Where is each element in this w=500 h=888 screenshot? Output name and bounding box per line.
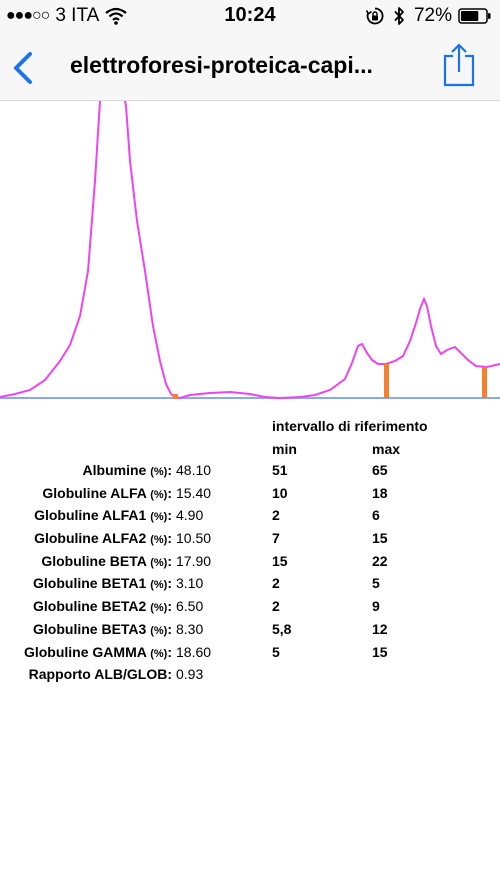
row-unit: (%)	[150, 602, 168, 615]
share-icon	[443, 43, 475, 87]
min-column-header: min	[272, 441, 297, 457]
table-row: Globuline BETA3 (%): 8.30 5,8 12	[0, 621, 500, 644]
row-max: 15	[372, 643, 388, 660]
chevron-left-icon	[14, 52, 32, 84]
reference-interval-header: intervallo di riferimento	[272, 418, 428, 434]
row-value: 8.30	[176, 620, 204, 637]
row-unit: (%)	[150, 556, 168, 569]
row-unit: (%)	[150, 466, 168, 478]
row-label-text: Globuline ALFA	[42, 484, 147, 501]
row-label-text: Globuline ALFA1	[34, 507, 147, 524]
row-unit: (%)	[150, 647, 168, 660]
back-button[interactable]	[8, 50, 38, 86]
status-time: 10:24	[224, 4, 276, 26]
row-value: 17.90	[176, 552, 212, 569]
row-unit: (%)	[150, 579, 168, 592]
row-label: Globuline GAMMA (%):	[23, 643, 172, 660]
share-button[interactable]	[441, 42, 477, 88]
row-min: 2	[272, 507, 280, 524]
row-label: Globuline BETA (%):	[41, 552, 172, 569]
navigation-bar: elettroforesi-proteica-capi...	[0, 34, 500, 101]
row-label-text: Globuline BETA2	[33, 598, 147, 615]
table-row: Globuline ALFA (%): 15.40 10 18	[0, 485, 500, 508]
fraction-marker	[173, 394, 178, 399]
row-max: 12	[372, 620, 388, 637]
row-max: 18	[372, 484, 388, 501]
row-label-text: Albumine	[82, 462, 147, 478]
signal-strength: ●●●○○	[6, 7, 50, 24]
row-min: 5,8	[272, 620, 292, 637]
electrophoresis-curve	[0, 95, 500, 400]
electrophoresis-chart	[0, 95, 500, 401]
row-label: Globuline ALFA (%):	[42, 484, 172, 501]
row-min: 10	[272, 484, 288, 501]
table-row: Globuline ALFA1 (%): 4.90 2 6	[0, 507, 500, 530]
table-row: Globuline BETA1 (%): 3.10 2 5	[0, 575, 500, 598]
row-label-text: Globuline BETA	[41, 552, 147, 569]
row-max: 15	[372, 530, 388, 547]
row-unit: (%)	[150, 511, 168, 524]
row-unit: (%)	[150, 488, 168, 501]
row-label: Rapporto ALB/GLOB:	[28, 666, 172, 683]
row-value: 0.93	[176, 666, 204, 683]
row-label-text: Globuline BETA3	[33, 620, 147, 637]
row-label: Globuline BETA1 (%):	[33, 575, 172, 592]
row-min: 7	[272, 530, 280, 547]
row-label-text: Globuline ALFA2	[34, 530, 147, 547]
row-value: 48.10	[176, 462, 212, 478]
row-min: 51	[272, 462, 288, 478]
status-left: ●●●○○ 3 ITA	[6, 5, 128, 27]
rotation-lock-icon	[365, 6, 385, 26]
status-right: 72%	[365, 5, 492, 27]
row-label: Globuline BETA3 (%):	[33, 620, 172, 637]
carrier-name: 3 ITA	[55, 5, 100, 26]
row-value: 3.10	[176, 575, 204, 592]
row-label: Globuline ALFA2 (%):	[34, 530, 172, 547]
row-min: 15	[272, 552, 288, 569]
table-row: Globuline BETA2 (%): 6.50 2 9	[0, 598, 500, 621]
row-max: 65	[372, 462, 388, 478]
row-value: 15.40	[176, 484, 212, 501]
row-label-text: Rapporto ALB/GLOB	[28, 666, 168, 683]
row-label: Globuline ALFA1 (%):	[34, 507, 172, 524]
row-value: 18.60	[176, 643, 212, 660]
row-min: 5	[272, 643, 280, 660]
table-row: Globuline GAMMA (%): 18.60 5 15	[0, 644, 500, 667]
row-min: 2	[272, 575, 280, 592]
fraction-marker	[384, 364, 389, 398]
results-rows: Albumine (%): 48.10 51 65 Globuline ALFA (%)…	[0, 462, 500, 689]
row-label: Albumine (%):	[82, 462, 172, 478]
table-row: Globuline BETA (%): 17.90 15 22	[0, 553, 500, 576]
row-unit: (%)	[150, 534, 168, 547]
wifi-icon	[105, 7, 128, 25]
row-label-text: Globuline BETA1	[33, 575, 147, 592]
max-column-header: max	[372, 441, 401, 457]
row-max: 9	[372, 598, 380, 615]
row-label-text: Globuline GAMMA	[23, 643, 147, 660]
battery-percent: 72%	[413, 5, 452, 26]
row-value: 4.90	[176, 507, 204, 524]
status-bar: ●●●○○ 3 ITA 10:24 72%	[0, 0, 500, 34]
row-label: Globuline BETA2 (%):	[33, 598, 172, 615]
row-min: 2	[272, 598, 280, 615]
table-row: Albumine (%): 48.10 51 65	[0, 462, 500, 485]
fraction-marker	[482, 367, 487, 398]
electrophoresis-curve-plot	[0, 95, 500, 400]
page-title: elettroforesi-proteica-capi...	[70, 52, 373, 78]
row-max: 6	[372, 507, 380, 524]
battery-icon	[458, 8, 492, 24]
row-max: 22	[372, 552, 388, 569]
row-unit: (%)	[150, 624, 168, 637]
row-max: 5	[372, 575, 380, 592]
bluetooth-icon	[392, 6, 406, 26]
table-row: Rapporto ALB/GLOB: 0.93	[0, 666, 500, 689]
row-value: 6.50	[176, 598, 204, 615]
row-value: 10.50	[176, 530, 212, 547]
table-row: Globuline ALFA2 (%): 10.50 7 15	[0, 530, 500, 553]
